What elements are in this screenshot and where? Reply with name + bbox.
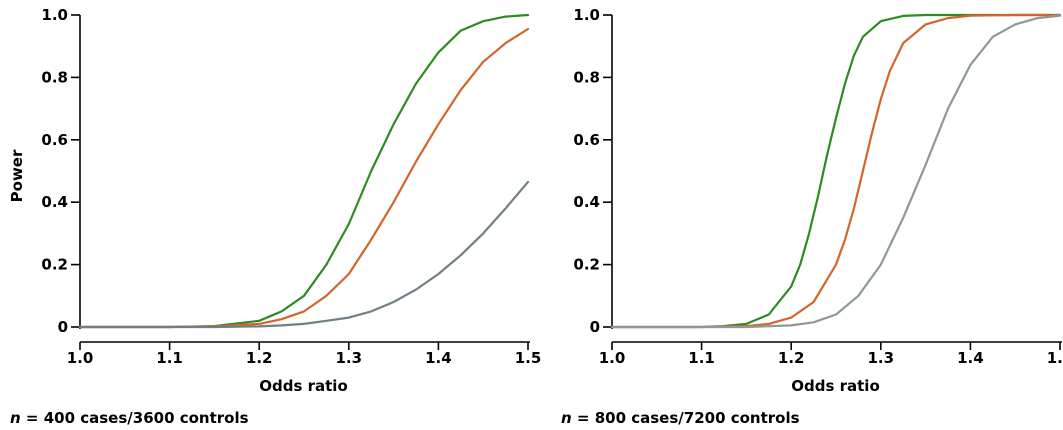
y-tick-label: 1.0: [573, 6, 600, 24]
x-tick-label: 1.1: [156, 349, 183, 367]
y-tick-label: 0.8: [41, 68, 68, 86]
panel-caption: n = 800 cases/7200 controls: [561, 409, 800, 427]
x-tick-label: 1.0: [599, 349, 626, 367]
y-axis-label: Power: [8, 149, 26, 202]
x-tick-label: 1.5: [515, 349, 542, 367]
chart-panel-1: 0 0.2 0.4 0.6 0.8 1.0 1.0 1.1 1.2 1.3 1.4 1.5 Odds r…: [8, 6, 541, 427]
caption-n-symbol: n: [10, 409, 21, 427]
y-tick-label: 0.6: [41, 131, 68, 149]
y-tick-label: 0.4: [41, 193, 68, 211]
y-tick-label: 0.4: [573, 193, 600, 211]
series-line-gray: [78, 180, 530, 329]
y-tick-label: 0.6: [573, 131, 600, 149]
chart-panel-2: 0 0.2 0.4 0.6 0.8 1.0 1.0 1.1 1.2 1.3 1.4 1.5 Odds r…: [561, 6, 1063, 427]
series-line-gray_light: [610, 14, 1062, 329]
x-axis-label: Odds ratio: [791, 377, 880, 395]
series-line-orange: [610, 13, 1062, 329]
y-tick-label: 0.2: [41, 256, 68, 274]
x-tick-label: 1.2: [778, 349, 805, 367]
x-tick-label: 1.4: [425, 349, 452, 367]
panel-caption: n = 400 cases/3600 controls: [10, 409, 249, 427]
y-tick-label: 1.0: [41, 6, 68, 24]
y-tick-label: 0.2: [573, 256, 600, 274]
series-line-orange: [78, 27, 530, 329]
series-line-green: [610, 13, 1062, 329]
caption-text: = 800 cases/7200 controls: [572, 409, 800, 427]
x-tick-label: 1.4: [957, 349, 984, 367]
x-tick-label: 1.1: [688, 349, 715, 367]
x-tick-label: 1.3: [868, 349, 895, 367]
caption-text: = 400 cases/3600 controls: [21, 409, 249, 427]
x-tick-label: 1.2: [246, 349, 273, 367]
x-tick-label: 1.3: [336, 349, 363, 367]
series-line-green: [78, 13, 530, 329]
caption-n-symbol: n: [561, 409, 572, 427]
x-tick-label: 1.5: [1047, 349, 1063, 367]
y-tick-label: 0: [58, 318, 68, 336]
x-tick-label: 1.0: [67, 349, 94, 367]
x-axis-label: Odds ratio: [259, 377, 348, 395]
y-tick-label: 0: [590, 318, 600, 336]
y-tick-label: 0.8: [573, 68, 600, 86]
